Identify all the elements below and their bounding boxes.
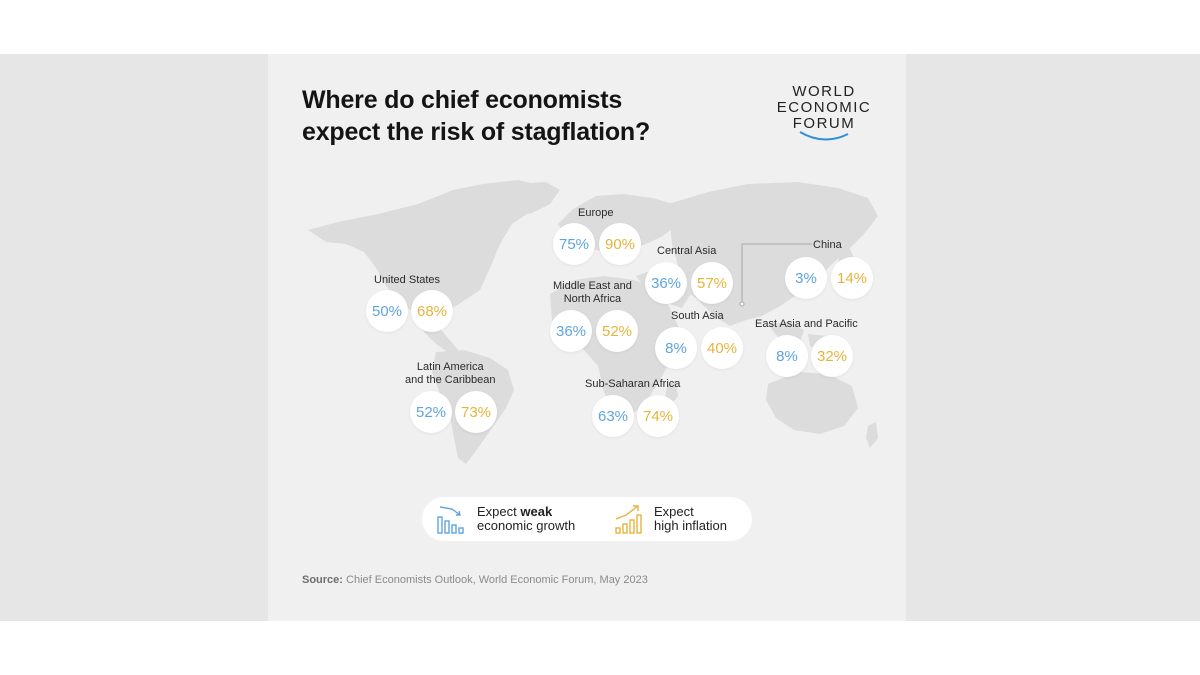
wef-logo: WORLD ECONOMIC FORUM — [768, 84, 880, 150]
region-label-united-states: United States — [374, 274, 441, 286]
title-line-2: expect the risk of stagflation? — [302, 118, 651, 146]
legend-high-inflation: Expect high inflation — [654, 504, 727, 533]
weak-growth-value-united-states: 50% — [366, 290, 408, 332]
logo-line-2: ECONOMIC — [776, 99, 872, 116]
legend: Expect weak economic growth Expect high … — [422, 497, 752, 541]
region-label-latin-america: Latin America and the Caribbean — [405, 361, 496, 386]
weak-growth-value-central-asia: 36% — [645, 262, 687, 304]
legend-weak-growth: Expect weak economic growth — [477, 504, 576, 533]
region-label-south-asia: South Asia — [671, 310, 724, 322]
china-leader-line — [739, 243, 812, 307]
logo-swoosh-icon — [799, 131, 849, 141]
region-label-europe: Europe — [578, 207, 614, 219]
region-label-east-asia-pacific: East Asia and Pacific — [755, 318, 858, 330]
high-inflation-value-east-asia-pacific: 32% — [811, 335, 853, 377]
weak-growth-value-middle-east: 36% — [550, 310, 592, 352]
chart-title: Where do chief economists expect the ris… — [302, 84, 650, 148]
rising-bars-icon — [615, 505, 642, 534]
high-inflation-value-sub-saharan-africa: 74% — [637, 395, 679, 437]
weak-growth-value-south-asia: 8% — [655, 327, 697, 369]
high-inflation-value-south-asia: 40% — [701, 327, 743, 369]
high-inflation-value-middle-east: 52% — [596, 310, 638, 352]
weak-growth-value-europe: 75% — [553, 223, 595, 265]
high-inflation-value-europe: 90% — [599, 223, 641, 265]
high-inflation-value-united-states: 68% — [411, 290, 453, 332]
weak-growth-value-sub-saharan-africa: 63% — [592, 395, 634, 437]
high-inflation-value-china: 14% — [831, 257, 873, 299]
declining-bars-icon — [437, 506, 464, 534]
high-inflation-value-central-asia: 57% — [691, 262, 733, 304]
high-inflation-value-latin-america: 73% — [455, 391, 497, 433]
logo-line-3: FORUM — [792, 115, 856, 132]
title-line-1: Where do chief economists — [302, 86, 623, 114]
weak-growth-value-china: 3% — [785, 257, 827, 299]
region-label-central-asia: Central Asia — [657, 245, 717, 257]
logo-line-1: WORLD — [792, 83, 856, 100]
source-note: Source: Chief Economists Outlook, World … — [302, 574, 648, 586]
region-label-sub-saharan-africa: Sub-Saharan Africa — [585, 378, 681, 390]
infographic-card: Where do chief economists expect the ris… — [268, 54, 906, 621]
region-label-china: China — [813, 239, 842, 251]
region-label-middle-east: Middle East and North Africa — [553, 280, 632, 305]
weak-growth-value-east-asia-pacific: 8% — [766, 335, 808, 377]
weak-growth-value-latin-america: 52% — [410, 391, 452, 433]
